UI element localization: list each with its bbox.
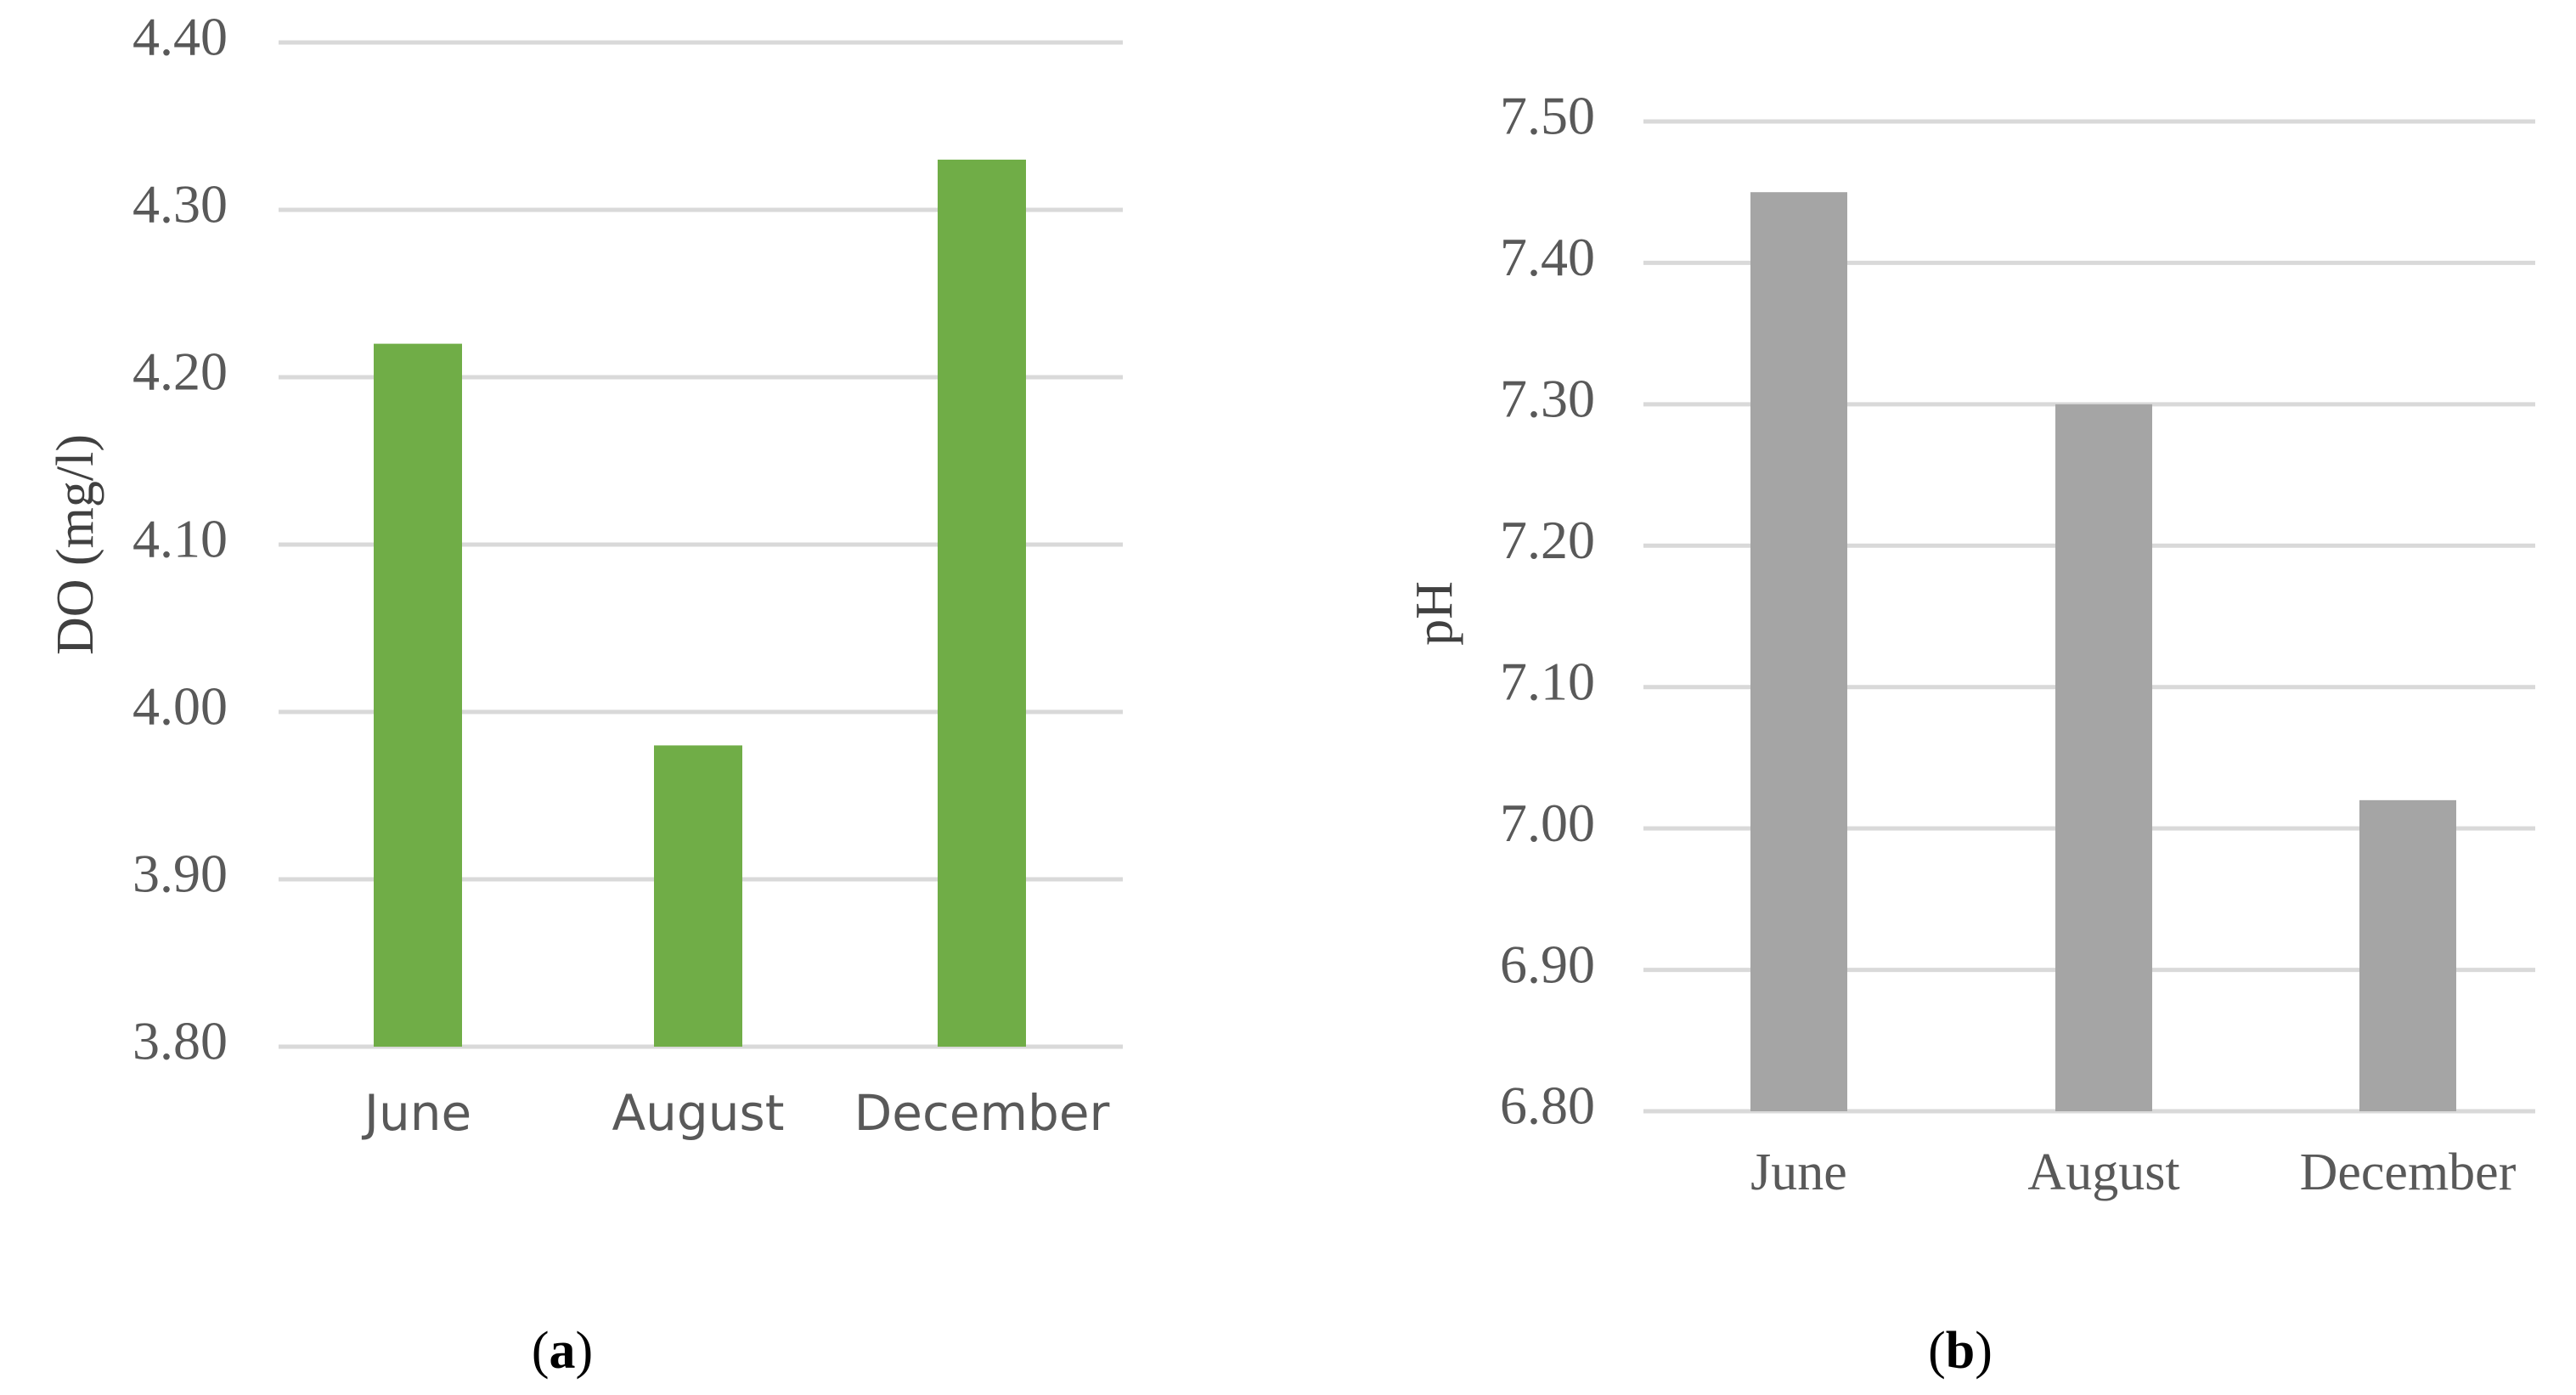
chart-a-bar-december [938, 159, 1026, 1047]
chart-b-xtick-label: June [1750, 1144, 1847, 1201]
chart-b-bar-december [2359, 799, 2456, 1111]
chart-a-xtick-label: June [362, 1084, 471, 1142]
chart-a-bar-june [374, 343, 462, 1048]
chart-a-panel-letter: a [550, 1322, 576, 1380]
chart-b-ytick-label: 6.90 [1500, 934, 1595, 994]
chart-b-bar-august [2055, 404, 2152, 1111]
chart-a-yticks: 3.80 3.90 4.00 4.10 4.20 4.30 4.40 [132, 7, 228, 1071]
chart-a-ytick-label: 4.20 [132, 342, 228, 402]
chart-b-xtick-label: August [2027, 1144, 2179, 1201]
chart-b-ytick-label: 7.20 [1500, 510, 1595, 570]
chart-a-ytick-label: 3.90 [132, 844, 228, 904]
chart-a-xtick-label: December [854, 1084, 1110, 1142]
chart-b-yticks: 6.80 6.90 7.00 7.10 7.20 7.30 7.40 7.50 [1500, 86, 1595, 1136]
chart-a-ylabel: DO (mg/l) [47, 434, 104, 655]
chart-a-panel-label: (a) [532, 1322, 593, 1380]
chart-b-panel-label: (b) [1928, 1322, 1993, 1380]
chart-a-ytick-label: 4.30 [132, 174, 228, 234]
chart-b-xticks: June August December [1750, 1144, 2517, 1201]
chart-b-ytick-label: 7.40 [1500, 227, 1595, 287]
chart-a-ytick-label: 4.40 [132, 7, 228, 67]
chart-b-ytick-label: 7.10 [1500, 651, 1595, 711]
chart-b-ytick-label: 7.00 [1500, 793, 1595, 853]
chart-b-bars [1750, 192, 2456, 1112]
chart-b-bar-june [1750, 192, 1847, 1112]
chart-a-xticks: June August December [362, 1084, 1110, 1142]
chart-panel-b: 6.80 6.90 7.00 7.10 7.20 7.30 7.40 7.50 June Aug… [1406, 86, 2535, 1380]
chart-b-ytick-label: 7.30 [1500, 369, 1595, 429]
chart-b-ylabel: pH [1406, 581, 1463, 646]
chart-a-xtick-label: August [612, 1084, 785, 1142]
chart-a-ytick-label: 3.80 [132, 1011, 228, 1071]
chart-a-ytick-label: 4.10 [132, 509, 228, 569]
chart-a-ytick-label: 4.00 [132, 676, 228, 737]
chart-b-panel-letter: b [1946, 1322, 1975, 1380]
chart-a-bar-august [654, 745, 742, 1047]
chart-b-xtick-label: December [2300, 1144, 2517, 1201]
chart-b-ytick-label: 7.50 [1500, 86, 1595, 146]
chart-b-ytick-label: 6.80 [1500, 1076, 1595, 1136]
chart-a-bars [374, 159, 1026, 1048]
chart-panel-a: 3.80 3.90 4.00 4.10 4.20 4.30 4.40 June August D… [47, 7, 1123, 1380]
